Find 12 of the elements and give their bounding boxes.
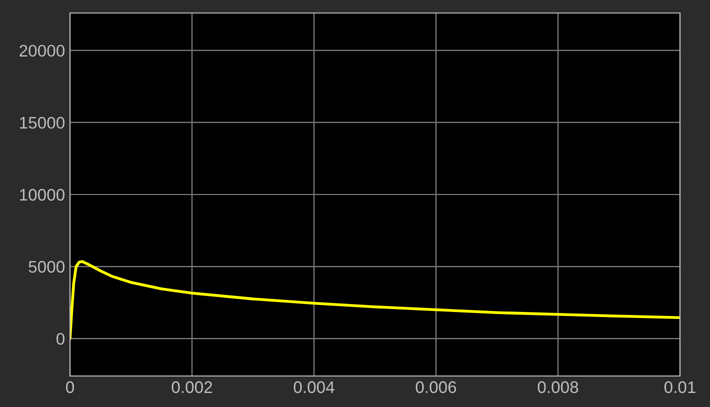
x-tick-label: 0.01 xyxy=(664,381,696,394)
line-series xyxy=(70,260,680,340)
x-tick-label: 0 xyxy=(66,381,74,394)
x-tick-label: 0.008 xyxy=(538,381,578,394)
x-tick-label: 0.006 xyxy=(416,381,456,394)
y-tick-label: 5000 xyxy=(28,260,64,273)
y-tick-label: 0 xyxy=(56,332,64,345)
y-tick-label: 20000 xyxy=(20,44,64,57)
y-tick-label: 10000 xyxy=(20,188,64,201)
y-tick-label: 15000 xyxy=(20,116,64,129)
x-tick-label: 0.004 xyxy=(294,381,334,394)
x-tick-label: 0.002 xyxy=(172,381,212,394)
